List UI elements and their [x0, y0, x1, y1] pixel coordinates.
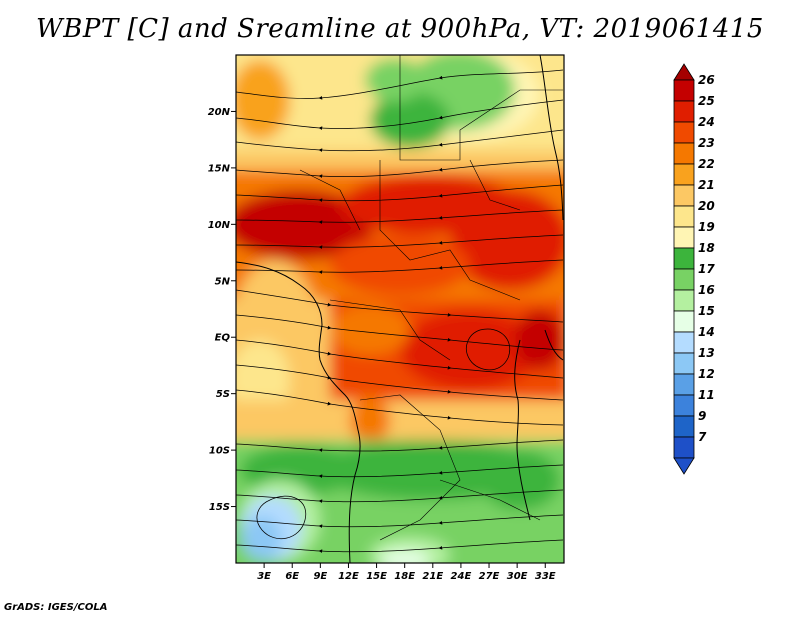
colorbar: 26 25 24 23 22 21 20 19 18 17 16 15 14 13 12 11 9 7	[673, 63, 715, 475]
lat-tick-label: 10N	[208, 220, 231, 231]
colorbar-label: 21	[698, 178, 715, 192]
colorbar-label: 19	[698, 220, 715, 234]
colorbar-label: 14	[698, 325, 715, 339]
lon-tick-label: 24E	[451, 571, 472, 582]
colorbar-label: 7	[698, 430, 707, 444]
latitude-axis: 20N 15N 10N 5N EQ 5S 10S 15S	[208, 107, 236, 513]
lon-tick-label: 18E	[394, 571, 415, 582]
colorbar-swatch	[673, 289, 695, 312]
colorbar-label: 26	[698, 73, 715, 87]
lon-tick-label: 12E	[338, 571, 359, 582]
colorbar-swatch	[673, 205, 695, 228]
colorbar-swatch	[673, 373, 695, 396]
map-frame	[235, 54, 565, 564]
colorbar-label: 22	[698, 157, 715, 171]
colorbar-label: 18	[698, 241, 715, 255]
colorbar-swatch	[673, 310, 695, 333]
colorbar-label: 9	[698, 409, 706, 423]
colorbar-label: 17	[698, 262, 715, 276]
lon-tick-label: 15E	[366, 571, 387, 582]
lon-tick-label: 27E	[479, 571, 500, 582]
streamlines	[236, 69, 564, 554]
colorbar-bottom-arrow	[673, 457, 695, 475]
colorbar-swatch	[673, 268, 695, 291]
lat-tick-label: 5N	[215, 276, 231, 287]
colorbar-swatch	[673, 415, 695, 438]
colorbar-swatch	[673, 331, 695, 354]
colorbar-label: 15	[698, 304, 715, 318]
lon-tick-label: 33E	[535, 571, 556, 582]
colorbar-swatch	[673, 121, 695, 144]
colorbar-top-arrow	[673, 63, 695, 81]
colorbar-swatch	[673, 436, 695, 459]
colorbar-label: 13	[698, 346, 715, 360]
colorbar-label: 25	[698, 94, 715, 108]
page-title: WBPT [C] and Sreamline at 900hPa, VT: 20…	[36, 14, 764, 44]
colorbar-label: 11	[698, 388, 715, 402]
colorbar-swatch	[673, 394, 695, 417]
lat-tick-label: 15S	[209, 502, 230, 513]
lat-tick-label: EQ	[215, 333, 231, 344]
colorbar-swatch	[673, 142, 695, 165]
lat-tick-label: 5S	[216, 389, 230, 400]
colorbar-label: 23	[698, 136, 715, 150]
lat-tick-label: 15N	[208, 163, 231, 174]
colorbar-label: 20	[698, 199, 715, 213]
colorbar-swatch	[673, 247, 695, 270]
colorbar-swatch	[673, 352, 695, 375]
lat-tick-label: 10S	[209, 446, 230, 457]
colorbar-swatch	[673, 79, 695, 102]
lon-tick-label: 3E	[257, 571, 271, 582]
colorbar-swatch	[673, 163, 695, 186]
colorbar-label: 16	[698, 283, 715, 297]
colorbar-label: 12	[698, 367, 715, 381]
credit-text: GrADS: IGES/COLA	[4, 602, 108, 613]
lon-tick-label: 9E	[313, 571, 327, 582]
longitude-axis: 3E 6E 9E 12E 15E 18E 21E 24E 27E 30E 33E	[257, 563, 556, 582]
lon-tick-label: 21E	[422, 571, 443, 582]
colorbar-label: 24	[698, 115, 715, 129]
lat-tick-label: 20N	[208, 107, 231, 118]
lon-tick-label: 30E	[507, 571, 528, 582]
colorbar-swatch	[673, 226, 695, 249]
colorbar-swatch	[673, 184, 695, 207]
lon-tick-label: 6E	[285, 571, 299, 582]
colorbar-swatch	[673, 100, 695, 123]
